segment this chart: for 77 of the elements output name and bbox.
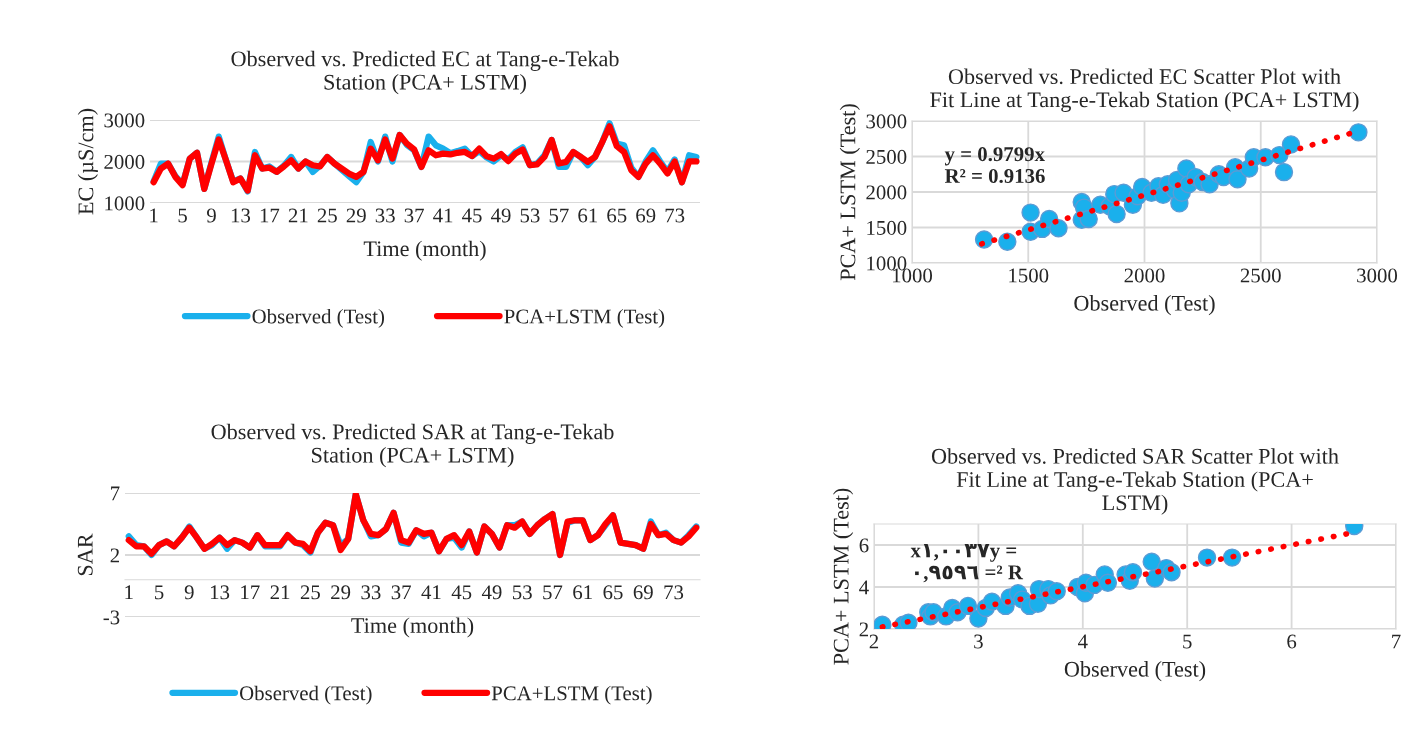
x-tick-label: 3000 xyxy=(1357,268,1398,283)
y-tick-label: 1500 xyxy=(867,220,907,235)
x-tick-label: 1 xyxy=(150,208,158,223)
x-tick-label: 1 xyxy=(125,585,133,600)
y-tick-label: 2000 xyxy=(104,154,145,169)
chart-title: Observed vs. Predicted EC at Tang-e-Tekab Station (PCA+ LSTM) xyxy=(231,50,619,95)
x-tick-label: 21 xyxy=(270,585,290,600)
x-axis-title: Time (month) xyxy=(363,240,486,261)
x-tick-label: 7 xyxy=(1392,634,1401,649)
x-tick-label: 45 xyxy=(451,585,472,600)
x-tick-label: 37 xyxy=(391,585,411,600)
x-tick-label: 1500 xyxy=(1009,268,1049,283)
y-tick-label: -3 xyxy=(103,610,120,625)
annotation: x١,٠٠٣٧y = ٠,٩٥٩٦ =² R xyxy=(910,544,1024,583)
y-tick-label: 7 xyxy=(111,486,120,501)
x-tick-label: 5 xyxy=(155,585,164,600)
x-tick-label: 41 xyxy=(433,208,453,223)
x-tick-label: 53 xyxy=(513,585,532,600)
chart-title: Observed vs. Predicted SAR at Tang-e-Tekab Station (PCA+ LSTM) xyxy=(211,423,614,468)
x-tick-label: 5 xyxy=(1183,634,1192,649)
x-tick-label: 69 xyxy=(633,585,653,600)
chart-title: Observed vs. Predicted EC Scatter Plot with Fit Line at Tang-e-Tekab Station (PCA+ LSTM) xyxy=(930,68,1359,112)
x-tick-label: 49 xyxy=(481,585,502,600)
y-axis-title: SAR xyxy=(77,533,93,576)
legend-label: PCA+LSTM (Test) xyxy=(504,308,665,328)
x-tick-label: 37 xyxy=(404,208,424,223)
annotation: y = 0.9799x R² = 0.9136 xyxy=(944,147,1045,184)
x-axis-title: Time (month) xyxy=(351,617,474,638)
x-tick-label: 2000 xyxy=(1124,268,1165,283)
x-tick-label: 73 xyxy=(664,585,684,600)
x-tick-label: 45 xyxy=(462,208,482,223)
x-tick-label: 21 xyxy=(288,208,308,223)
x-tick-label: 53 xyxy=(520,208,540,223)
legend-label: Observed (Test) xyxy=(239,685,372,705)
x-tick-label: 61 xyxy=(573,585,592,600)
x-tick-label: 25 xyxy=(317,208,337,223)
x-tick-label: 9 xyxy=(184,585,194,600)
y-tick-label: 3000 xyxy=(104,113,145,128)
x-tick-label: 4 xyxy=(1078,634,1088,649)
x-tick-label: 5 xyxy=(178,208,187,223)
x-tick-label: 2500 xyxy=(1240,268,1281,283)
x-tick-label: 25 xyxy=(300,585,320,600)
legend-label: PCA+LSTM (Test) xyxy=(491,685,652,705)
y-axis-title: EC (µS/cm) xyxy=(77,108,98,215)
y-tick-label: 2 xyxy=(110,548,119,563)
y-tick-label: 2000 xyxy=(866,185,907,200)
x-tick-label: 41 xyxy=(421,585,441,600)
y-axis-title: PCA+ LSTM (Test) xyxy=(839,104,860,281)
x-tick-label: 49 xyxy=(490,208,511,223)
x-tick-label: 13 xyxy=(210,585,230,600)
x-tick-label: 33 xyxy=(375,208,395,223)
x-tick-label: 17 xyxy=(260,208,280,223)
y-tick-label: 3000 xyxy=(866,114,907,129)
y-tick-label: 1000 xyxy=(105,196,145,211)
x-tick-label: 33 xyxy=(361,585,381,600)
y-tick-label: 2 xyxy=(859,622,868,637)
x-tick-label: 57 xyxy=(543,585,563,600)
x-tick-label: 6 xyxy=(1287,634,1297,649)
x-tick-label: 57 xyxy=(549,208,569,223)
x-axis-title: Observed (Test) xyxy=(1074,295,1215,316)
legend-label: Observed (Test) xyxy=(252,308,385,328)
x-tick-label: 3 xyxy=(974,634,983,649)
x-tick-label: 29 xyxy=(331,585,351,600)
x-tick-label: 61 xyxy=(578,208,597,223)
x-tick-label: 69 xyxy=(636,208,656,223)
y-axis-title: PCA+ LSTM (Test) xyxy=(833,488,854,665)
x-tick-label: 29 xyxy=(346,208,366,223)
x-tick-label: 13 xyxy=(231,208,251,223)
x-tick-label: 9 xyxy=(206,208,216,223)
x-axis-title: Observed (Test) xyxy=(1064,661,1206,682)
y-tick-label: 6 xyxy=(859,538,869,553)
x-tick-label: 65 xyxy=(603,585,623,600)
chart-title: Observed vs. Predicted SAR Scatter Plot with Fit Line at Tang-e-Tekab Station (PCA+ LSTM) xyxy=(931,448,1339,515)
y-tick-label: 2500 xyxy=(866,149,907,164)
x-tick-label: 65 xyxy=(607,208,627,223)
x-tick-label: 17 xyxy=(241,585,260,600)
x-tick-label: 73 xyxy=(665,208,685,223)
